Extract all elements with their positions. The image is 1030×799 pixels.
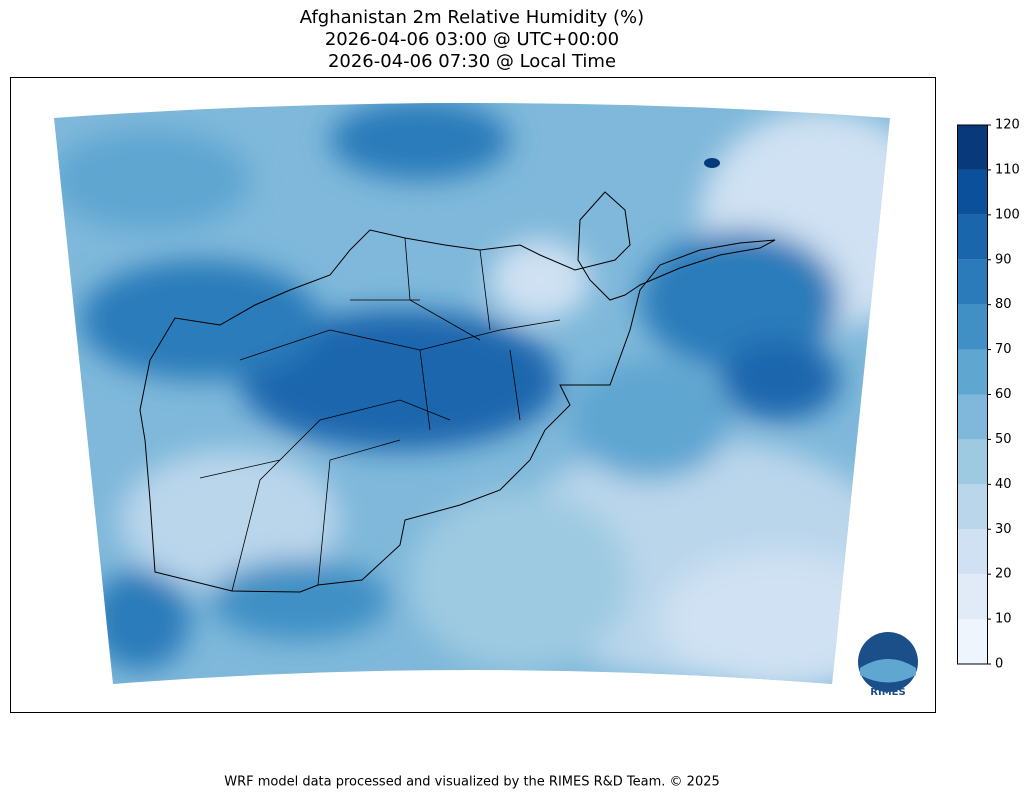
colorbar-band — [957, 439, 987, 485]
colorbar-band — [957, 394, 987, 440]
colorbar-tick-label: 50 — [995, 432, 1012, 447]
colorbar-tick-label: 30 — [995, 522, 1012, 537]
colorbar-tick-label: 90 — [995, 252, 1012, 267]
footer: WRF model data processed and visualized … — [224, 775, 720, 790]
colorbar-tick-label: 40 — [995, 477, 1012, 492]
colorbar-band — [957, 574, 987, 620]
colorbar-tick-label: 10 — [995, 612, 1012, 627]
map-frame — [10, 77, 936, 713]
title-line: 2026-04-06 03:00 @ UTC+00:00 — [325, 29, 619, 50]
colorbar-band — [957, 619, 987, 664]
colorbar-band — [957, 169, 987, 215]
colorbar-tick-label: 60 — [995, 387, 1012, 402]
humidity-field — [54, 103, 890, 684]
logo: RIMES — [858, 632, 918, 698]
colorbar-tick-label: 80 — [995, 297, 1012, 312]
colorbar-band — [957, 484, 987, 530]
colorbar-band — [957, 529, 987, 575]
country-border — [139, 191, 776, 593]
title-line: Afghanistan 2m Relative Humidity (%) — [300, 7, 644, 28]
colorbar-tick-label: 0 — [995, 657, 1003, 672]
colorbar-tick-label: 120 — [995, 118, 1020, 133]
colorbar-tick-label: 20 — [995, 567, 1012, 582]
title-line: 2026-04-06 07:30 @ Local Time — [328, 51, 616, 72]
logo-label: RIMES — [870, 687, 905, 698]
colorbar-band — [957, 349, 987, 395]
colorbar: 0 10 20 30 40 50 60 70 80 90 100 110 120 — [957, 118, 1020, 672]
colorbar-tick-label: 100 — [995, 207, 1020, 222]
province-borders — [199, 237, 561, 592]
colorbar-tick-label: 70 — [995, 342, 1012, 357]
colorbar-band — [957, 125, 987, 170]
colorbar-band — [957, 259, 987, 305]
colorbar-band — [957, 304, 987, 350]
colorbar-band — [957, 214, 987, 260]
colorbar-tick-label: 110 — [995, 162, 1020, 177]
